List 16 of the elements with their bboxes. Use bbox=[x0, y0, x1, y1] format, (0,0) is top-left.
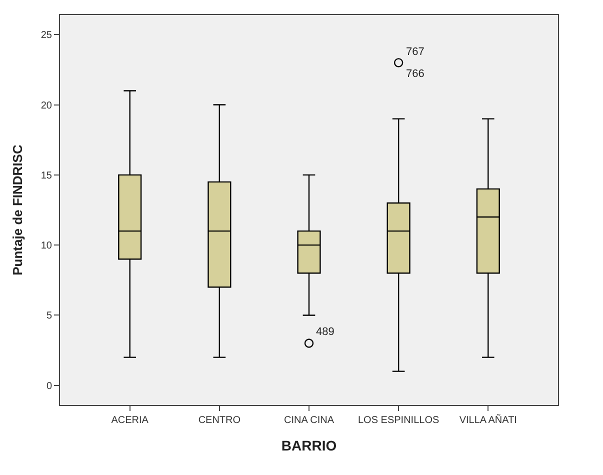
x-tick-label: VILLA AÑATI bbox=[459, 414, 517, 426]
x-tick-label: CENTRO bbox=[198, 415, 241, 426]
x-tick-label: CINA CINA bbox=[284, 415, 334, 426]
x-tick-label: ACERIA bbox=[111, 415, 149, 426]
annotation: 766 bbox=[406, 68, 424, 80]
x-axis-title: BARRIO bbox=[281, 437, 337, 454]
y-tick-label: 0 bbox=[46, 380, 52, 392]
y-tick-label: 10 bbox=[40, 240, 52, 252]
y-tick-label: 25 bbox=[40, 30, 52, 42]
y-tick-label: 5 bbox=[46, 310, 52, 322]
x-tick-label: LOS ESPINILLOS bbox=[358, 415, 440, 426]
y-tick-label: 15 bbox=[40, 170, 52, 182]
annotation: 767 bbox=[406, 46, 424, 58]
y-axis-title: Puntaje de FINDRISC bbox=[10, 144, 25, 276]
y-tick-label: 20 bbox=[40, 100, 52, 112]
annotation: 489 bbox=[316, 326, 334, 338]
